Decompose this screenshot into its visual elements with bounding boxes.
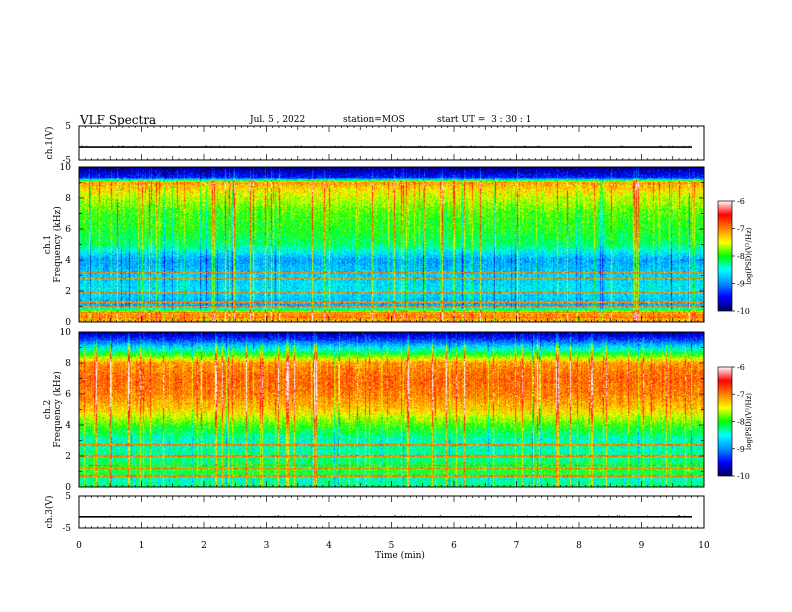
x-axis-label: Time (min) [375, 550, 425, 561]
y-tick-label: 5 [65, 122, 71, 132]
colorbar-tick-label: -6 [737, 197, 745, 206]
colorbar-tick-label: -9 [737, 280, 745, 289]
ch1-label: ch.1 [43, 235, 53, 254]
colorbar-tick-label: -9 [737, 445, 745, 454]
y-tick-label: 8 [65, 194, 71, 204]
colorbar-tick-label: -8 [737, 252, 745, 261]
spectrogram-image-2 [79, 332, 704, 487]
x-tick-label: 4 [326, 541, 332, 551]
x-tick-label: 0 [76, 541, 82, 551]
ch3-voltage-label: ch.3(V) [44, 496, 55, 529]
y-tick-label: 0 [65, 318, 71, 328]
axis-ticks [78, 125, 705, 529]
x-tick-label: 8 [576, 541, 582, 551]
y-tick-label: 10 [60, 328, 72, 338]
colorbar-label: log(PSD)(V²/Hz) [745, 227, 753, 284]
start-ut-label: start UT = 3 : 30 : 1 [437, 115, 532, 125]
frequency-axis-label: Frequency (kHz) [52, 206, 63, 283]
y-tick-label: 6 [65, 390, 71, 400]
colorbar-tick-label: -10 [737, 307, 750, 316]
y-tick-label: 6 [65, 225, 71, 235]
spectrogram-image-1 [79, 167, 704, 322]
y-tick-label: -5 [62, 156, 71, 166]
colorbar-tick-label: -10 [737, 472, 750, 481]
colorbar-tick-label: -6 [737, 363, 745, 372]
x-tick-label: 7 [514, 541, 520, 551]
x-tick-label: 1 [139, 541, 145, 551]
spectrogram-layer [79, 167, 704, 487]
colorbars: -6 -7 -8 -9 -10 log(PSD)(V²/Hz) -6 -7 -8 -9 -10 log… [717, 197, 753, 481]
y-tick-label: 2 [65, 287, 71, 297]
station-label: station=MOS [343, 115, 405, 125]
voltage-traces [78, 145, 692, 518]
y-tick-label: 2 [65, 452, 71, 462]
x-tick-label: 2 [201, 541, 207, 551]
ch2-label: ch.2 [43, 400, 53, 419]
x-tick-label: 3 [264, 541, 270, 551]
y-tick-label: 8 [65, 359, 71, 369]
colorbar-1 [717, 200, 733, 312]
date-label: Jul. 5 , 2022 [250, 115, 306, 125]
y-tick-label: -5 [62, 524, 71, 534]
y-tick-label: 5 [65, 492, 71, 502]
y-tick-label: 0 [65, 483, 71, 493]
colorbar-tick-label: -8 [737, 418, 745, 427]
colorbar-tick-label: -7 [737, 390, 745, 399]
x-tick-label: 5 [389, 541, 395, 551]
y-tick-label: 4 [65, 421, 71, 431]
x-tick-label: 6 [451, 541, 457, 551]
x-tick-label: 9 [639, 541, 645, 551]
colorbar-label: log(PSD)(V²/Hz) [745, 393, 753, 450]
y-tick-label: 4 [65, 256, 71, 266]
ch1-voltage-label: ch.1(V) [44, 127, 55, 160]
colorbar-tick-label: -7 [737, 225, 745, 234]
y-tick-label: 10 [60, 163, 72, 173]
x-tick-label: 10 [698, 541, 710, 551]
colorbar-2 [717, 366, 733, 477]
frequency-axis-label: Frequency (kHz) [52, 371, 63, 448]
chart-title: VLF Spectra [80, 113, 157, 127]
